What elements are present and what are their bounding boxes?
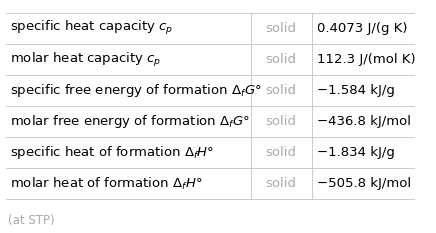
Text: molar heat of formation $\Delta_f H°$: molar heat of formation $\Delta_f H°$	[10, 176, 203, 192]
Text: (at STP): (at STP)	[8, 214, 54, 227]
Text: solid: solid	[266, 84, 297, 97]
Text: specific heat capacity $c_p$: specific heat capacity $c_p$	[10, 19, 174, 38]
Text: specific heat of formation $\Delta_f H°$: specific heat of formation $\Delta_f H°$	[10, 144, 215, 161]
Text: molar free energy of formation $\Delta_f G°$: molar free energy of formation $\Delta_f…	[10, 113, 250, 130]
Text: −1.834 kJ/g: −1.834 kJ/g	[317, 146, 395, 159]
Text: 112.3 J/(mol K): 112.3 J/(mol K)	[317, 53, 416, 66]
Text: molar heat capacity $c_p$: molar heat capacity $c_p$	[10, 51, 162, 69]
Text: −436.8 kJ/mol: −436.8 kJ/mol	[317, 115, 411, 128]
Text: solid: solid	[266, 22, 297, 35]
Text: specific free energy of formation $\Delta_f G°$: specific free energy of formation $\Delt…	[10, 82, 262, 99]
Text: −505.8 kJ/mol: −505.8 kJ/mol	[317, 177, 411, 190]
Text: solid: solid	[266, 146, 297, 159]
Text: solid: solid	[266, 115, 297, 128]
Text: 0.4073 J/(g K): 0.4073 J/(g K)	[317, 22, 407, 35]
Text: solid: solid	[266, 53, 297, 66]
Text: −1.584 kJ/g: −1.584 kJ/g	[317, 84, 395, 97]
Text: solid: solid	[266, 177, 297, 190]
